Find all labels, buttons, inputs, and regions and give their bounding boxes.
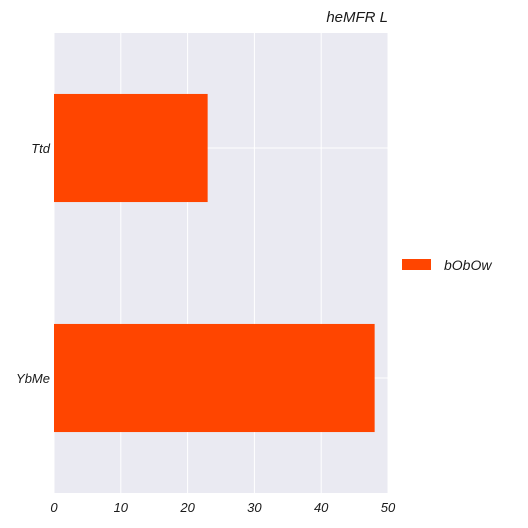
- x-tick-label: 40: [314, 500, 329, 515]
- bar-ttd: [54, 93, 208, 203]
- x-tick-label: 10: [114, 500, 129, 515]
- bars: [54, 93, 375, 433]
- x-tick-label: 0: [50, 500, 58, 515]
- x-tick-label: 20: [179, 500, 195, 515]
- legend: bObOw: [402, 257, 492, 273]
- x-tick-label: 50: [381, 500, 396, 515]
- bar-ybme: [54, 323, 375, 433]
- chart-title: heMFR L: [326, 9, 388, 26]
- legend-label: bObOw: [444, 257, 492, 273]
- x-tick-labels: 0 10 20 30 40 50: [50, 500, 396, 515]
- x-tick-label: 30: [247, 500, 262, 515]
- y-tick-labels: Ttd YbMe: [16, 141, 51, 386]
- y-tick-label: Ttd: [31, 141, 51, 156]
- legend-swatch: [402, 259, 431, 270]
- y-tick-label: YbMe: [16, 371, 50, 386]
